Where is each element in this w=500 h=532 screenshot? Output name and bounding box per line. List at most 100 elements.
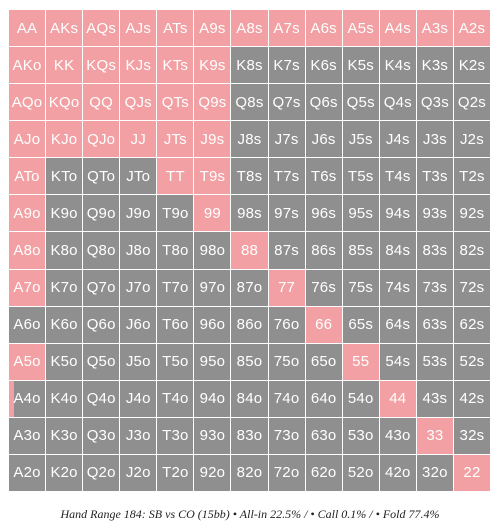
hand-cell-J5o: J5o (120, 343, 157, 380)
hand-label: 85s (348, 241, 374, 259)
hand-label: 98s (237, 204, 262, 222)
hand-cell-44: 44 (379, 380, 416, 417)
hand-cell-KJo: KJo (46, 121, 83, 158)
hand-cell-A7o: A7o (9, 269, 46, 306)
allin-fill (379, 10, 416, 47)
hand-label: T8o (162, 241, 189, 259)
hand-cell-83o: 83o (231, 417, 268, 454)
hand-cell-53s: 53s (416, 343, 453, 380)
hand-label: 63o (310, 427, 337, 445)
hand-label: 62o (310, 464, 337, 482)
hand-cell-74s: 74s (379, 269, 416, 306)
hand-label: K7s (273, 56, 300, 74)
hand-label: AKs (50, 19, 79, 37)
hand-cell-76s: 76s (305, 269, 342, 306)
hand-cell-55: 55 (342, 343, 379, 380)
allin-fill (194, 158, 231, 195)
hand-label: 73o (273, 427, 300, 445)
hand-label: A2o (13, 464, 41, 482)
hand-label: TT (165, 167, 185, 185)
hand-cell-K2o: K2o (46, 454, 83, 491)
hand-label: A6s (310, 19, 337, 37)
hand-label: J4s (385, 130, 410, 148)
hand-cell-94o: 94o (194, 380, 231, 417)
hand-cell-J6s: J6s (305, 121, 342, 158)
hand-cell-JTs: JTs (157, 121, 194, 158)
hand-cell-T4o: T4o (157, 380, 194, 417)
hand-cell-75s: 75s (342, 269, 379, 306)
hand-cell-22: 22 (453, 454, 490, 491)
hand-cell-54s: 54s (379, 343, 416, 380)
hand-label: 64o (310, 390, 337, 408)
hand-label: 76s (311, 279, 337, 297)
hand-range-grid: AA AKs AQs AJs ATs A9s A8s A7s A6s A5s A4s A3s A2s AK… (9, 10, 490, 491)
allin-fill (157, 84, 194, 121)
hand-cell-76o: 76o (268, 306, 305, 343)
hand-cell-J7s: J7s (268, 121, 305, 158)
hand-cell-J5s: J5s (342, 121, 379, 158)
hand-cell-QTo: QTo (83, 158, 120, 195)
hand-cell-98o: 98o (194, 232, 231, 269)
hand-label: A4s (384, 19, 412, 37)
hand-label: 92o (199, 464, 226, 482)
hand-cell-K5o: K5o (46, 343, 83, 380)
hand-label: K9o (50, 204, 78, 222)
hand-label: A2s (458, 19, 486, 37)
hand-cell-82o: 82o (231, 454, 268, 491)
hand-label: AJo (13, 130, 41, 148)
hand-label: 76o (273, 316, 300, 334)
hand-cell-97s: 97s (268, 195, 305, 232)
allin-fill (46, 10, 83, 47)
hand-cell-A3s: A3s (416, 10, 453, 47)
hand-label: 82o (236, 464, 263, 482)
hand-cell-J8o: J8o (120, 232, 157, 269)
allin-fill (46, 84, 83, 121)
hand-label: 88 (240, 241, 259, 259)
hand-label: T2s (459, 167, 485, 185)
hand-label: 93s (422, 204, 448, 222)
allin-fill (120, 47, 157, 84)
hand-label: ATo (14, 167, 40, 185)
allin-fill (453, 10, 490, 47)
hand-label: 99 (203, 204, 221, 222)
hand-label: T4s (384, 167, 411, 185)
hand-label: T6s (310, 167, 337, 185)
hand-cell-32s: 32s (453, 417, 490, 454)
hand-label: 87s (274, 241, 299, 259)
hand-cell-A8s: A8s (231, 10, 268, 47)
hand-label: 53s (422, 353, 448, 371)
hand-cell-Q7o: Q7o (83, 269, 120, 306)
hand-cell-Q3s: Q3s (416, 84, 453, 121)
allin-fill (83, 84, 120, 121)
hand-label: K5s (347, 56, 374, 74)
hand-cell-72o: 72o (268, 454, 305, 491)
hand-label: K2o (50, 464, 78, 482)
hand-cell-98s: 98s (231, 195, 268, 232)
hand-cell-T5s: T5s (342, 158, 379, 195)
hand-cell-JJ: JJ (120, 121, 157, 158)
hand-label: QTo (87, 167, 116, 185)
hand-cell-88: 88 (231, 232, 268, 269)
hand-label: 98o (199, 241, 226, 259)
hand-cell-Q6o: Q6o (83, 306, 120, 343)
hand-label: 84s (385, 241, 411, 259)
hand-label: 52o (347, 464, 374, 482)
hand-cell-Q2s: Q2s (453, 84, 490, 121)
allin-fill (157, 47, 194, 84)
hand-label: K6o (50, 316, 78, 334)
allin-fill (305, 10, 342, 47)
hand-cell-T5o: T5o (157, 343, 194, 380)
hand-label: K5o (50, 353, 78, 371)
hand-label: 73s (422, 279, 448, 297)
hand-label: 97o (199, 279, 226, 297)
hand-cell-A3o: A3o (9, 417, 46, 454)
hand-cell-K4o: K4o (46, 380, 83, 417)
hand-label: 53o (347, 427, 374, 445)
hand-label: A6o (13, 316, 41, 334)
hand-label: J2s (459, 130, 484, 148)
hand-cell-QTs: QTs (157, 84, 194, 121)
hand-cell-73o: 73o (268, 417, 305, 454)
hand-label: Q7s (272, 93, 301, 111)
hand-label: J9s (200, 130, 225, 148)
hand-label: QJo (87, 130, 116, 148)
